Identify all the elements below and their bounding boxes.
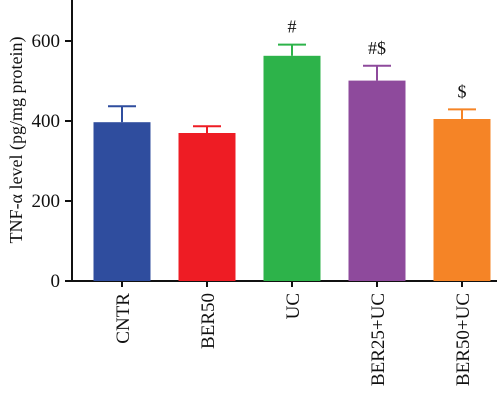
y-axis-title: TNF-α level (pg/mg protein): [6, 37, 27, 244]
significance-mark: $: [458, 81, 467, 101]
category-label: BER50: [198, 293, 219, 349]
bars: # #$ $: [93, 17, 491, 281]
y-tick-label: 200: [32, 191, 61, 212]
category-label: UC: [283, 293, 304, 319]
bar-cntr: [93, 122, 151, 281]
y-tick-label: 400: [32, 111, 61, 132]
y-tick-label: 600: [32, 31, 61, 52]
y-tick-label: 0: [51, 271, 61, 292]
category-label: BER25+UC: [368, 293, 389, 386]
significance-mark: #: [288, 17, 297, 37]
category-label: CNTR: [113, 293, 134, 344]
bar-uc: [263, 55, 321, 281]
bar-ber50-uc: [433, 119, 491, 281]
category-label: BER50+UC: [453, 293, 474, 386]
significance-mark: #$: [368, 38, 386, 58]
bar-ber50: [178, 133, 236, 281]
bar-ber25-uc: [348, 80, 406, 281]
category-labels: CNTR BER50 UC BER25+UC BER50+UC: [113, 293, 474, 386]
